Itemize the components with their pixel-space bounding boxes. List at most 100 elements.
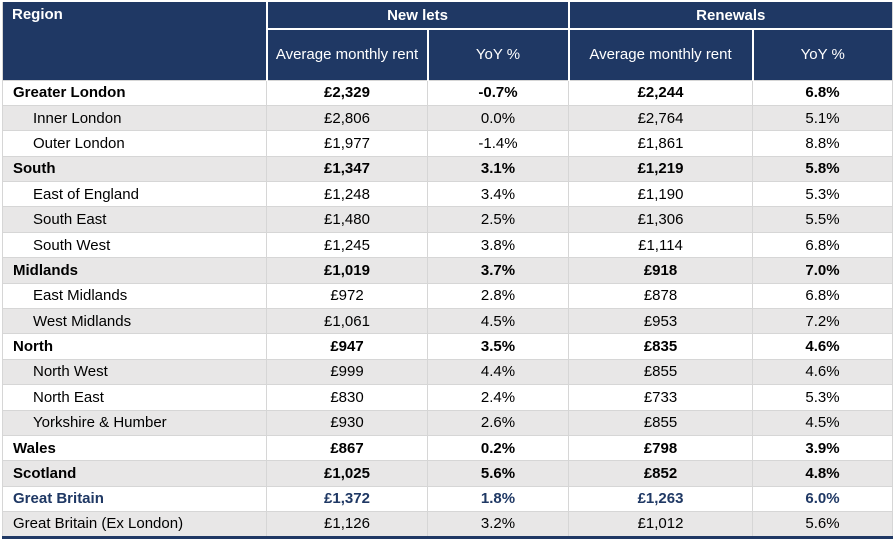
new-lets-rent-cell: £2,329 [266,79,428,106]
new-lets-yoy-cell: 3.1% [426,155,569,182]
new-lets-rent-cell: £1,025 [266,460,428,487]
new-lets-rent-cell: £1,019 [266,257,428,284]
table-row: East Midlands £972 2.8% £878 6.8% [2,282,893,309]
new-lets-rent-cell: £999 [266,358,428,385]
table-row: East of England £1,248 3.4% £1,190 5.3% [2,181,893,207]
new-lets-yoy-cell: -0.7% [426,79,569,106]
renewals-group-header: Renewals [567,2,893,30]
table-row: Great Britain £1,372 1.8% £1,263 6.0% [2,485,893,512]
new-lets-rent-cell: £1,126 [266,511,428,538]
new-lets-rent-cell: £1,480 [266,206,428,233]
table-row: Wales £867 0.2% £798 3.9% [2,434,893,461]
table-body: Greater London £2,329 -0.7% £2,244 6.8% … [2,79,893,538]
region-cell: North [2,333,267,360]
new-lets-yoy-cell: 2.5% [426,206,569,233]
renewals-rent-cell: £798 [568,434,753,461]
renewals-rent-cell: £1,263 [568,485,753,512]
table-row: Great Britain (Ex London) £1,126 3.2% £1… [2,511,893,538]
new-lets-rent-cell: £867 [266,434,428,461]
renewals-yoy-cell: 6.8% [752,282,893,309]
renewals-rent-cell: £855 [568,358,753,385]
table-row: Scotland £1,025 5.6% £852 4.8% [2,460,893,487]
renewals-yoy-cell: 5.3% [752,384,893,411]
region-cell: West Midlands [2,308,267,334]
renewals-rent-cell: £855 [568,409,753,436]
renewals-rent-cell: £1,114 [568,231,753,258]
table-header: Region New lets Renewals Average monthly… [2,2,893,80]
renewals-rent-cell: £1,012 [568,511,753,538]
region-cell: Midlands [2,257,267,284]
region-cell: Yorkshire & Humber [2,409,267,436]
new-lets-rent-cell: £2,806 [266,104,428,131]
region-cell: East of England [2,181,267,207]
renewals-rent-cell: £1,190 [568,181,753,207]
new-lets-yoy-cell: 0.0% [426,104,569,131]
renewals-avg-rent-column-header: Average monthly rent [567,28,754,80]
new-lets-rent-cell: £930 [266,409,428,436]
renewals-yoy-cell: 4.6% [752,358,893,385]
table-row: Outer London £1,977 -1.4% £1,861 8.8% [2,130,893,157]
new-lets-yoy-cell: -1.4% [426,130,569,157]
new-lets-yoy-cell: 3.4% [426,181,569,207]
table-row: South East £1,480 2.5% £1,306 5.5% [2,206,893,233]
new-lets-avg-rent-column-header: Average monthly rent [265,28,429,80]
renewals-yoy-column-header: YoY % [751,28,893,80]
new-lets-yoy-cell: 0.2% [426,434,569,461]
renewals-yoy-cell: 7.0% [752,257,893,284]
table-row: Yorkshire & Humber £930 2.6% £855 4.5% [2,409,893,436]
new-lets-yoy-cell: 3.5% [426,333,569,360]
new-lets-yoy-cell: 3.7% [426,257,569,284]
renewals-yoy-cell: 5.6% [752,511,893,538]
new-lets-yoy-cell: 3.8% [426,231,569,258]
renewals-rent-cell: £2,244 [568,79,753,106]
renewals-yoy-cell: 6.0% [752,485,893,512]
new-lets-rent-cell: £972 [266,282,428,309]
table-row: South West £1,245 3.8% £1,114 6.8% [2,231,893,258]
renewals-yoy-cell: 3.9% [752,434,893,461]
new-lets-yoy-cell: 4.5% [426,308,569,334]
new-lets-yoy-cell: 5.6% [426,460,569,487]
renewals-rent-cell: £733 [568,384,753,411]
renewals-rent-cell: £1,219 [568,155,753,182]
renewals-yoy-cell: 7.2% [752,308,893,334]
new-lets-rent-cell: £947 [266,333,428,360]
renewals-yoy-cell: 5.1% [752,104,893,131]
new-lets-yoy-column-header: YoY % [426,28,570,80]
renewals-rent-cell: £953 [568,308,753,334]
renewals-yoy-cell: 4.8% [752,460,893,487]
renewals-rent-cell: £918 [568,257,753,284]
table-row: North East £830 2.4% £733 5.3% [2,384,893,411]
renewals-rent-cell: £2,764 [568,104,753,131]
renewals-yoy-cell: 4.6% [752,333,893,360]
region-cell: Great Britain (Ex London) [2,511,267,538]
renewals-rent-cell: £1,861 [568,130,753,157]
region-cell: East Midlands [2,282,267,309]
region-cell: Outer London [2,130,267,157]
new-lets-rent-cell: £1,245 [266,231,428,258]
renewals-rent-cell: £1,306 [568,206,753,233]
new-lets-rent-cell: £830 [266,384,428,411]
new-lets-yoy-cell: 3.2% [426,511,569,538]
group-header-row: Region New lets Renewals [2,2,893,80]
new-lets-yoy-cell: 2.8% [426,282,569,309]
new-lets-rent-cell: £1,977 [266,130,428,157]
renewals-yoy-cell: 8.8% [752,130,893,157]
region-cell: Wales [2,434,267,461]
region-cell: Great Britain [2,485,267,512]
table-row: North West £999 4.4% £855 4.6% [2,358,893,385]
renewals-yoy-cell: 6.8% [752,79,893,106]
region-cell: Inner London [2,104,267,131]
new-lets-rent-cell: £1,061 [266,308,428,334]
renewals-yoy-cell: 5.3% [752,181,893,207]
renewals-yoy-cell: 5.8% [752,155,893,182]
region-cell: South West [2,231,267,258]
new-lets-yoy-cell: 1.8% [426,485,569,512]
renewals-rent-cell: £835 [568,333,753,360]
new-lets-rent-cell: £1,347 [266,155,428,182]
new-lets-yoy-cell: 2.4% [426,384,569,411]
new-lets-group-header: New lets [265,2,570,30]
renewals-rent-cell: £852 [568,460,753,487]
region-cell: South [2,155,267,182]
